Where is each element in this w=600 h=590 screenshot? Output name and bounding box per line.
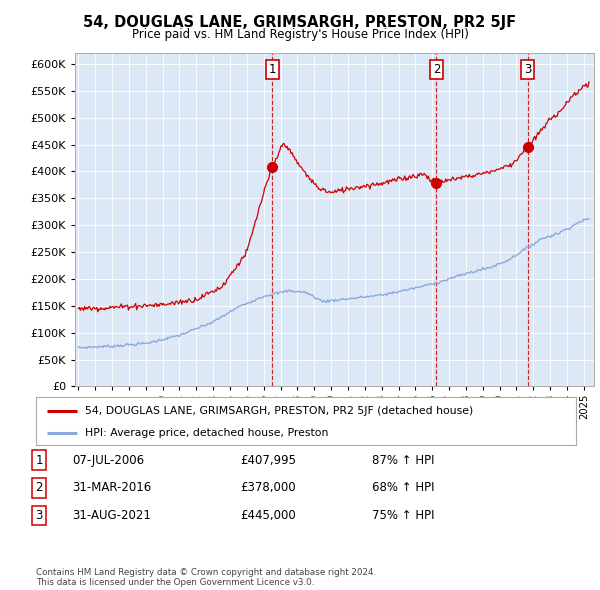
Text: 54, DOUGLAS LANE, GRIMSARGH, PRESTON, PR2 5JF (detached house): 54, DOUGLAS LANE, GRIMSARGH, PRESTON, PR… xyxy=(85,405,473,415)
Text: 75% ↑ HPI: 75% ↑ HPI xyxy=(372,509,434,522)
Text: 1: 1 xyxy=(269,63,276,76)
Text: 31-MAR-2016: 31-MAR-2016 xyxy=(72,481,151,494)
Text: £445,000: £445,000 xyxy=(240,509,296,522)
Text: 68% ↑ HPI: 68% ↑ HPI xyxy=(372,481,434,494)
Text: £378,000: £378,000 xyxy=(240,481,296,494)
Text: HPI: Average price, detached house, Preston: HPI: Average price, detached house, Pres… xyxy=(85,428,328,438)
Text: Price paid vs. HM Land Registry's House Price Index (HPI): Price paid vs. HM Land Registry's House … xyxy=(131,28,469,41)
Text: 31-AUG-2021: 31-AUG-2021 xyxy=(72,509,151,522)
Text: 2: 2 xyxy=(433,63,440,76)
Text: Contains HM Land Registry data © Crown copyright and database right 2024.
This d: Contains HM Land Registry data © Crown c… xyxy=(36,568,376,587)
Text: £407,995: £407,995 xyxy=(240,454,296,467)
Text: 3: 3 xyxy=(35,509,43,522)
Text: 07-JUL-2006: 07-JUL-2006 xyxy=(72,454,144,467)
Text: 54, DOUGLAS LANE, GRIMSARGH, PRESTON, PR2 5JF: 54, DOUGLAS LANE, GRIMSARGH, PRESTON, PR… xyxy=(83,15,517,30)
Text: 3: 3 xyxy=(524,63,532,76)
Text: 1: 1 xyxy=(35,454,43,467)
Text: 2: 2 xyxy=(35,481,43,494)
Text: 87% ↑ HPI: 87% ↑ HPI xyxy=(372,454,434,467)
